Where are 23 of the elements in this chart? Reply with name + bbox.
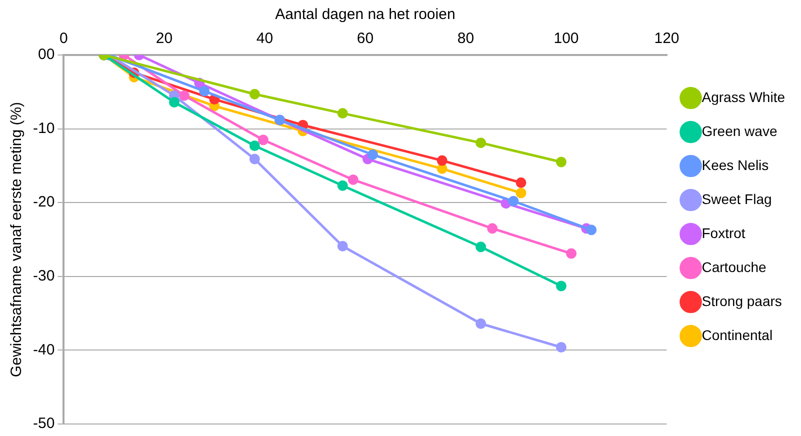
legend-label: Agrass White — [702, 88, 786, 105]
legend-label: Sweet Flag — [702, 190, 772, 207]
x-tick-label: 100 — [554, 30, 579, 48]
x-tick-label: 120 — [654, 30, 680, 48]
legend-label: Strong paars — [702, 292, 782, 309]
y-tick-label: -50 — [32, 415, 55, 432]
legend-label: Continental — [702, 326, 773, 343]
y-axis-title: Gewichtsafname vanaf eerste meting (%) — [8, 102, 26, 378]
x-tick-label: 40 — [256, 30, 274, 48]
y-tick-label: -40 — [32, 341, 55, 358]
legend-label: Green wave — [702, 122, 778, 139]
y-tick-label: -10 — [32, 120, 55, 137]
y-tick-label: -20 — [32, 194, 55, 211]
x-tick-label: 60 — [356, 30, 374, 48]
legend-label: Kees Nelis — [702, 156, 769, 173]
x-tick-label: 80 — [457, 30, 474, 48]
legend-label: Cartouche — [702, 258, 767, 275]
x-tick-label: 20 — [156, 30, 173, 48]
legend-label: Foxtrot — [702, 224, 746, 241]
x-axis-title: Aantal dagen na het rooien — [275, 6, 456, 24]
x-tick-label: 0 — [60, 30, 68, 48]
y-tick-label: 00 — [38, 46, 55, 64]
y-tick-label: -30 — [32, 268, 55, 285]
